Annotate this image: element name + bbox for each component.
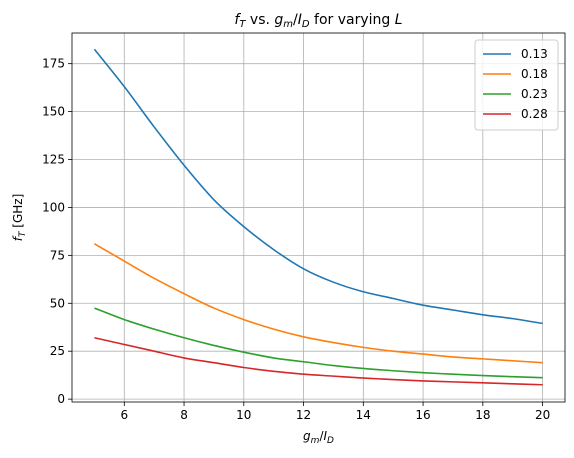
legend-entry: 0.13 bbox=[521, 47, 548, 61]
x-tick-label: 16 bbox=[415, 408, 430, 422]
y-tick-label: 150 bbox=[42, 105, 65, 119]
y-tick-label: 50 bbox=[50, 296, 65, 310]
x-axis-label: gm/ID bbox=[303, 429, 334, 446]
y-tick-label: 0 bbox=[57, 392, 65, 406]
legend-entry: 0.28 bbox=[521, 107, 548, 121]
series-line-0.18 bbox=[94, 243, 543, 364]
y-tick-label: 125 bbox=[42, 153, 65, 167]
y-tick-label: 100 bbox=[42, 200, 65, 214]
x-tick-label: 14 bbox=[356, 408, 371, 422]
series-line-0.13 bbox=[93, 48, 543, 325]
x-tick-label: 10 bbox=[236, 408, 251, 422]
series-line-0.28 bbox=[94, 336, 543, 386]
grid bbox=[72, 33, 565, 402]
y-tick-label: 175 bbox=[42, 57, 65, 71]
x-tick-label: 18 bbox=[475, 408, 490, 422]
plot-frame bbox=[71, 32, 566, 403]
series-lines bbox=[93, 48, 543, 386]
chart-title: fT vs. gm/ID for varying L bbox=[234, 12, 402, 30]
legend-box bbox=[474, 39, 559, 131]
x-tick-label: 20 bbox=[535, 408, 550, 422]
y-axis-label: fT [GHz] bbox=[11, 194, 28, 242]
x-tick-label: 6 bbox=[120, 408, 128, 422]
y-tick-label: 25 bbox=[50, 344, 65, 358]
x-tick-label: 12 bbox=[296, 408, 311, 422]
legend-entry: 0.23 bbox=[521, 87, 548, 101]
series-line-0.23 bbox=[94, 307, 543, 379]
x-tick-label: 8 bbox=[180, 408, 188, 422]
legend: 0.13 0.18 0.23 0.28 bbox=[474, 39, 559, 131]
ticks: 6 8 10 12 14 16 18 20 0 25 50 75 100 125 150 175 bbox=[42, 57, 550, 422]
legend-entry: 0.18 bbox=[521, 67, 548, 81]
y-tick-label: 75 bbox=[50, 248, 65, 262]
